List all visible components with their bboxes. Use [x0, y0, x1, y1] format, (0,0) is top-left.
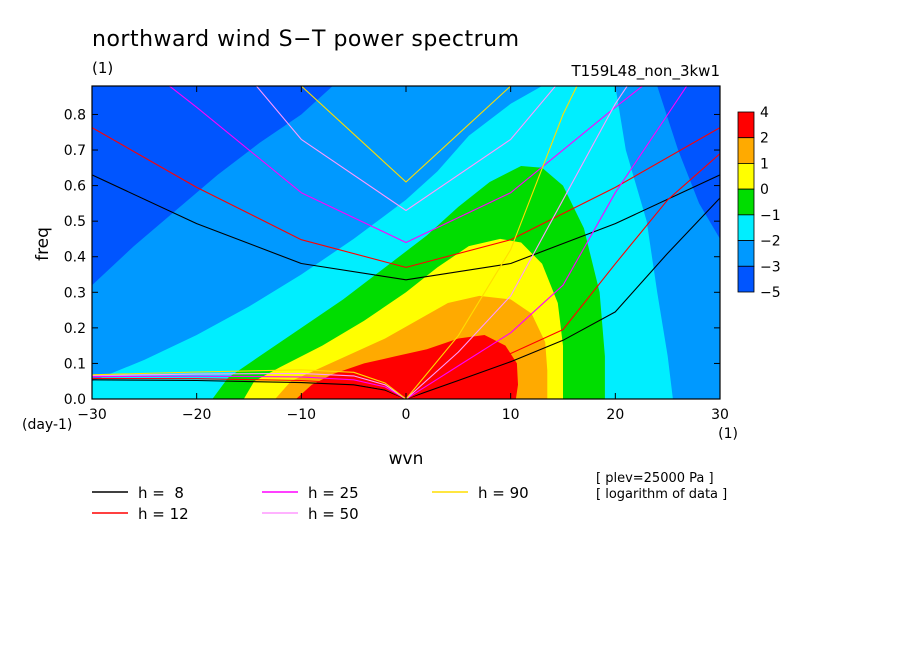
- run-label: T159L48_non_3kw1: [571, 62, 720, 81]
- dispersion-curve-1-branch-1: [92, 377, 407, 399]
- y-tick-label: 0.0: [64, 392, 86, 408]
- dispersion-curve-0-branch-0: [92, 174, 720, 281]
- colorbar-swatch: [737, 163, 755, 190]
- legend-label: h = 50: [308, 505, 359, 523]
- dispersion-curve-1-branch-2: [405, 153, 720, 399]
- colorbar-label: 2: [760, 131, 769, 147]
- colorbar-swatch: [737, 240, 755, 267]
- dispersion-curve-4-branch-0: [300, 86, 512, 183]
- dispersion-curve-3-branch-1: [92, 372, 407, 399]
- y-axis-unit: (day-1): [22, 417, 72, 433]
- x-tick-label: 10: [502, 407, 520, 423]
- y-tick-label: 0.1: [64, 356, 86, 372]
- x-tick-label: 30: [711, 407, 729, 423]
- y-tick-label: 0.4: [64, 250, 86, 266]
- dispersion-curve-4-branch-2: [405, 86, 578, 399]
- y-tick-label: 0.3: [64, 285, 86, 301]
- x-axis-unit: (1): [718, 426, 738, 442]
- colorbar-label: −2: [760, 234, 781, 250]
- dispersion-curve-2-branch-2: [405, 86, 688, 399]
- note-plev: [ plev=25000 Pa ]: [596, 471, 714, 486]
- y-axis-label: freq: [33, 227, 53, 261]
- dispersion-curve-0-branch-2: [405, 197, 720, 399]
- dispersion-curve-4-branch-1: [92, 369, 407, 399]
- colorbar-swatch: [737, 137, 755, 164]
- legend-label: h = 12: [138, 505, 189, 523]
- legend: h = 8 h = 25 h = 90 h = 12 h = 50: [92, 484, 529, 523]
- chart-subtitle: (1): [92, 59, 113, 77]
- x-tick-label: −10: [287, 407, 317, 423]
- colorbar-label: −5: [760, 285, 781, 301]
- y-tick-label: 0.6: [64, 179, 86, 195]
- dispersion-curve-1-branch-0: [92, 127, 720, 268]
- colorbar-swatch: [737, 214, 755, 241]
- colorbar-label: −1: [760, 208, 781, 224]
- colorbar-swatch: [737, 188, 755, 216]
- colorbar-swatch: [737, 111, 755, 139]
- legend-label: h = 8: [138, 484, 184, 502]
- legend-label: h = 90: [478, 484, 529, 502]
- dispersion-curve-2-branch-1: [92, 375, 407, 399]
- y-tick-label: 0.5: [64, 214, 86, 230]
- dispersion-curve-2-branch-0: [168, 86, 644, 244]
- x-tick-label: −20: [182, 407, 212, 423]
- legend-label: h = 25: [308, 484, 359, 502]
- y-tick-label: 0.7: [64, 143, 86, 159]
- colorbar-label: 4: [760, 105, 769, 121]
- colorbar-label: −3: [760, 259, 781, 275]
- axis-ticks: −30 −20 −10 0 10 20 30 0.0 0.1 0.2 0.3 0.4 0.5 0.6 0.7…: [64, 86, 729, 423]
- dispersion-curves: [92, 86, 720, 399]
- x-tick-label: 20: [606, 407, 624, 423]
- chart-title: northward wind S−T power spectrum: [92, 27, 520, 52]
- x-tick-label: −30: [77, 407, 107, 423]
- y-tick-label: 0.2: [64, 321, 86, 337]
- colorbar: 4 2 1 0 −1 −2 −3 −5: [737, 105, 781, 301]
- y-tick-label: 0.8: [64, 107, 86, 123]
- x-tick-label: 0: [402, 407, 411, 423]
- x-axis-label: wvn: [389, 449, 424, 469]
- dispersion-curve-0-branch-1: [92, 379, 407, 399]
- dispersion-curve-3-branch-0: [255, 86, 557, 212]
- dispersion-curve-3-branch-2: [405, 86, 628, 399]
- colorbar-label: 1: [760, 156, 769, 172]
- colorbar-label: 0: [760, 182, 769, 198]
- note-log: [ logarithm of data ]: [596, 487, 727, 502]
- colorbar-swatch: [737, 265, 755, 293]
